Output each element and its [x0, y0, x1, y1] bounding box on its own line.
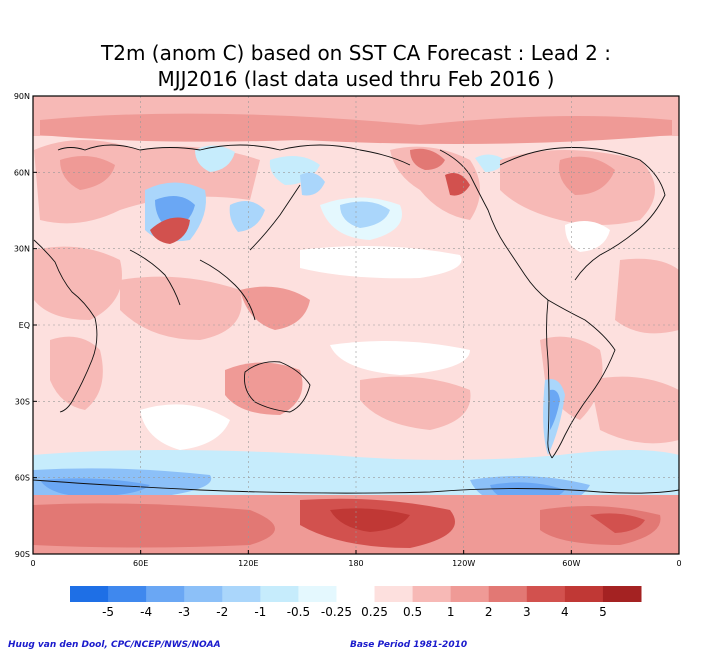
central-asia-warm-core	[150, 217, 190, 244]
indian-ocean-warm	[120, 276, 242, 340]
arctic-patch	[40, 113, 672, 144]
map-grid	[33, 96, 679, 554]
colorbar-swatch	[70, 586, 109, 602]
indian-ocean-south-neutral	[140, 404, 230, 450]
colorbar-label: -1	[254, 605, 266, 619]
colorbar-swatch	[222, 586, 261, 602]
southern-ocean-cold-west-core	[40, 478, 150, 497]
colorbar-swatch	[526, 586, 566, 602]
siberia-cold-4	[300, 172, 325, 196]
colorbar-label: 4	[561, 605, 569, 619]
colorbar-label: -0.25	[321, 605, 352, 619]
colorbar-swatch	[374, 586, 414, 602]
patagonia-cold-core	[550, 389, 560, 430]
colorbar-swatch	[412, 586, 452, 602]
lat-tick-labels: 90N 60N 30N EQ 30S 60S 90S	[14, 92, 37, 559]
east-pacific-neutral	[330, 341, 470, 375]
colorbar-swatch	[564, 586, 604, 602]
base-period: Base Period 1981-2010	[350, 640, 468, 650]
colorbar-label: -0.5	[287, 605, 310, 619]
antarctica-warm-east-core	[590, 513, 645, 533]
colorbar-label: -4	[140, 605, 152, 619]
colorbar-swatch	[450, 586, 490, 602]
chart-title: T2m (anom C) based on SST CA Forecast : …	[0, 40, 712, 92]
author-credit: Huug van den Dool, CPC/NCEP/NWS/NOAA	[8, 640, 221, 650]
colorbar-labels: -5 -4 -3 -2 -1 -0.5 -0.25 0.25 0.5 1 2 3 4 5	[102, 605, 607, 619]
siberia-cold-1	[195, 145, 235, 172]
colorbar-swatch	[146, 586, 185, 602]
colorbar-label: -2	[216, 605, 228, 619]
south-atlantic-warm	[590, 376, 679, 444]
colorbar-swatch	[298, 586, 337, 602]
colorbar-label: -3	[178, 605, 190, 619]
south-pacific-warm	[360, 376, 471, 430]
lon-tick-label: 0	[676, 559, 681, 568]
nw-america-warm-core	[445, 172, 470, 196]
tropical-atlantic-warm	[615, 258, 679, 334]
colorbar-swatch	[336, 586, 376, 602]
colorbar-label: 0.25	[361, 605, 388, 619]
title-line-2: MJJ2016 (last data used thru Feb 2016 )	[157, 67, 555, 91]
colorbar-label: 3	[523, 605, 531, 619]
bering-cold	[475, 154, 505, 172]
lat-tick-label: 60N	[14, 168, 30, 177]
antarctica-warm-central-core	[330, 508, 410, 532]
lon-tick-label: 60E	[133, 559, 148, 568]
lat-tick-label: 90S	[15, 550, 30, 559]
lon-tick-label: 120W	[452, 559, 475, 568]
antarctica-warm-west	[33, 503, 275, 548]
lon-tick-label: 120E	[238, 559, 258, 568]
lon-tick-label: 0	[30, 559, 35, 568]
europe-warm-patch	[60, 156, 115, 190]
colorbar-swatch	[108, 586, 147, 602]
africa-south-warm	[50, 336, 103, 410]
lat-tick-label: 60S	[15, 474, 30, 483]
alaska-warm-core	[410, 148, 445, 170]
colorbar-swatch	[488, 586, 528, 602]
central-pacific-neutral	[300, 246, 462, 279]
colorbar-label: -5	[102, 605, 114, 619]
colorbar-label: 0.5	[403, 605, 422, 619]
canada-warm-core	[559, 156, 615, 195]
maritime-warm	[240, 286, 310, 330]
north-pacific-cold-core	[340, 201, 390, 228]
siberia-cold-2	[229, 201, 265, 232]
colorbar-label: 2	[485, 605, 493, 619]
colorbar-swatch	[602, 586, 642, 602]
title-line-1: T2m (anom C) based on SST CA Forecast : …	[101, 41, 611, 65]
lon-tick-labels: 0 60E 120E 180 120W 60W 0	[30, 550, 682, 568]
colorbar-label: 5	[599, 605, 607, 619]
lat-tick-label: 90N	[14, 92, 30, 101]
lat-tick-label: EQ	[19, 321, 30, 330]
colorbar-swatch	[184, 586, 223, 602]
lat-tick-label: 30S	[15, 397, 30, 406]
lon-tick-label: 180	[348, 559, 363, 568]
colorbar-label: 1	[447, 605, 455, 619]
lon-tick-label: 60W	[562, 559, 580, 568]
map-field	[33, 96, 679, 554]
us-neutral	[565, 221, 610, 252]
colorbar-swatches	[70, 586, 642, 602]
colorbar-swatch	[260, 586, 299, 602]
lat-tick-label: 30N	[14, 245, 30, 254]
alaska-warm	[390, 146, 480, 220]
